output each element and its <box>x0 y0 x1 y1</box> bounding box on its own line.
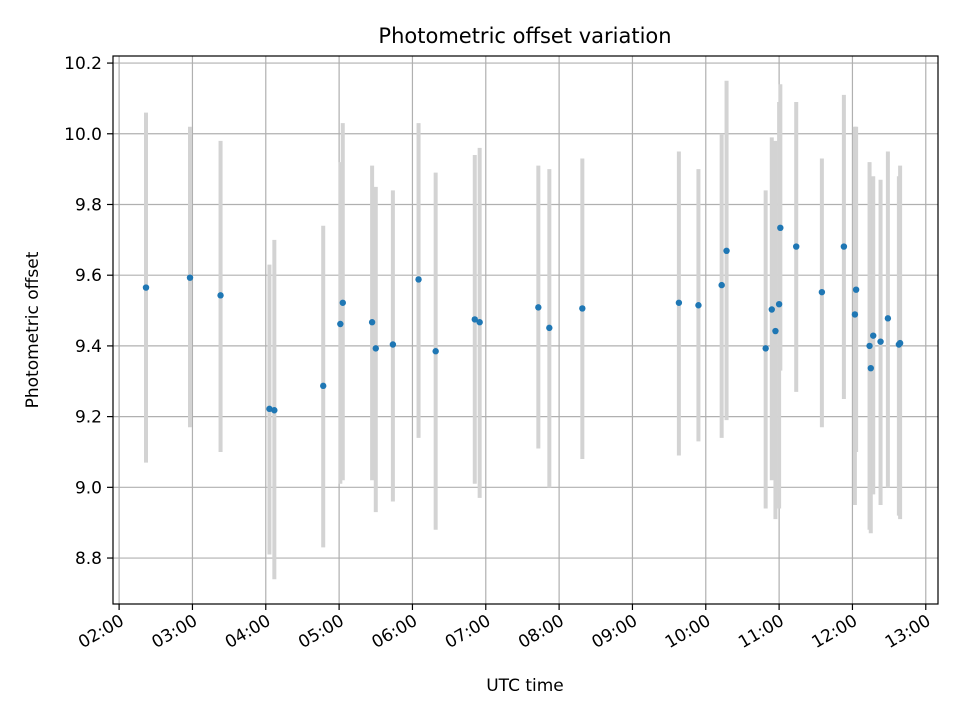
data-point <box>793 243 800 250</box>
data-point <box>768 306 775 313</box>
data-point <box>368 319 376 326</box>
data-point <box>718 281 725 289</box>
data-point <box>579 305 586 312</box>
plot-frame <box>112 55 939 605</box>
data-point <box>217 292 224 299</box>
data-point <box>723 247 730 255</box>
data-point <box>142 284 150 291</box>
y-tick-label: 9.4 <box>75 337 102 357</box>
data-point <box>772 327 779 335</box>
data-point <box>471 316 478 323</box>
data-point <box>432 348 439 355</box>
y-axis-label: Photometric offset <box>23 251 43 408</box>
data-point <box>271 407 278 414</box>
plot-area <box>113 56 938 604</box>
y-tick-label: 10.0 <box>64 125 102 145</box>
y-tick-label: 9.0 <box>75 478 102 498</box>
data-point <box>476 319 483 326</box>
data-point <box>852 286 860 293</box>
chart-title: Photometric offset variation <box>378 24 671 48</box>
data-point <box>896 339 904 347</box>
data-point <box>866 342 873 350</box>
y-axis-ticks: 8.8 9.0 9.2 9.4 9.6 9.8 10.0 10.2 <box>64 54 113 569</box>
data-point <box>415 276 422 283</box>
data-point <box>339 299 346 306</box>
data-point <box>266 405 273 413</box>
y-tick-label: 10.2 <box>64 54 102 74</box>
data-point <box>877 338 884 345</box>
data-point <box>775 300 783 308</box>
y-tick-label: 8.8 <box>75 549 102 569</box>
data-point <box>695 302 702 309</box>
data-point <box>867 364 874 372</box>
data-point <box>535 304 542 311</box>
data-point <box>884 315 892 322</box>
data-point <box>675 299 683 306</box>
y-tick-label: 9.6 <box>75 266 102 286</box>
data-point <box>337 320 344 328</box>
data-point <box>818 288 826 296</box>
data-point <box>840 243 848 250</box>
data-point <box>851 311 859 318</box>
data-point <box>546 324 553 332</box>
y-tick-label: 9.2 <box>75 408 102 428</box>
data-point <box>186 274 194 281</box>
data-point <box>372 345 379 352</box>
data-point <box>777 224 784 232</box>
data-points <box>142 224 904 414</box>
y-tick-label: 9.8 <box>75 195 102 215</box>
data-point <box>762 345 769 352</box>
data-point <box>870 332 877 339</box>
data-point <box>389 341 397 348</box>
data-point <box>320 382 327 390</box>
x-axis-label: UTC time <box>486 676 564 696</box>
